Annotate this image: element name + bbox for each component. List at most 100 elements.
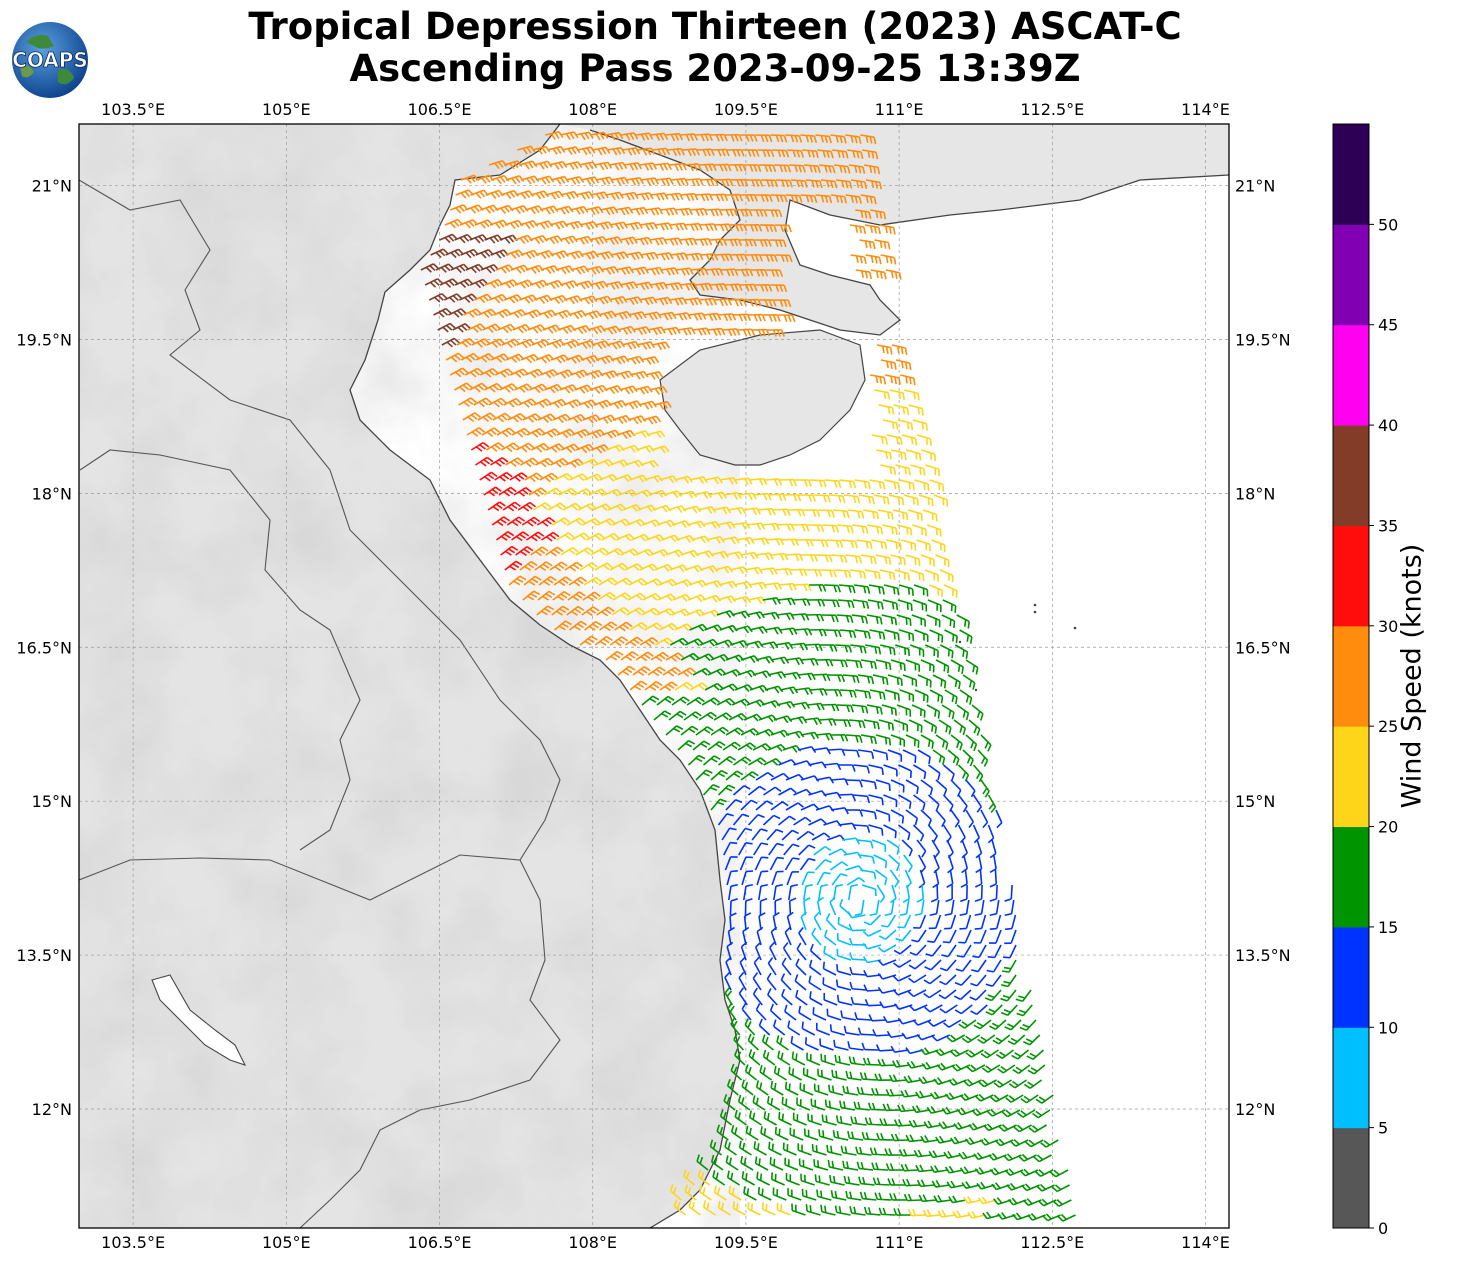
wind-barb [784, 1081, 799, 1096]
wind-barb [753, 492, 772, 501]
wind-barb [550, 458, 569, 468]
wind-barb [907, 509, 923, 521]
wind-barb [903, 1193, 922, 1202]
wind-barb [1025, 1139, 1044, 1148]
wind-barb [864, 569, 881, 580]
wind-barb [880, 254, 897, 265]
wind-barb [985, 1004, 1003, 1016]
wind-barb [819, 164, 836, 174]
wind-barb [855, 1146, 872, 1156]
wind-barb [745, 253, 763, 262]
wind-barb [590, 547, 609, 556]
wind-barb [695, 550, 714, 559]
wind-barb [818, 509, 835, 518]
wind-barb [770, 134, 788, 143]
wind-barb [726, 1078, 739, 1096]
wind-barb [710, 283, 728, 292]
wind-barb [778, 314, 796, 323]
wind-barb [909, 569, 925, 582]
wind-barb [783, 493, 802, 502]
wind-barb [575, 131, 594, 141]
wind-barb [858, 1176, 875, 1186]
wind-barb [860, 554, 877, 565]
wind-barb [935, 1135, 954, 1144]
wind-barb [807, 524, 825, 533]
wind-barb [645, 207, 664, 216]
wind-barb [748, 785, 766, 796]
wind-barb [835, 644, 853, 653]
wind-barb [862, 149, 879, 160]
wind-barb [627, 415, 647, 425]
wind-barb [654, 637, 674, 646]
wind-barb [651, 341, 671, 351]
wind-barb [879, 224, 896, 235]
wind-barb [594, 295, 613, 305]
wind-barb [888, 854, 900, 872]
island-dot [1073, 626, 1077, 630]
wind-barb [536, 516, 556, 527]
colorbar-bin [1333, 324, 1369, 426]
wind-barb [950, 659, 964, 674]
wind-barb [639, 636, 659, 647]
wind-barb [920, 554, 935, 567]
wind-barb [723, 841, 738, 856]
wind-barb [535, 457, 554, 468]
wind-barb [551, 517, 571, 526]
wind-barb [536, 605, 555, 616]
wind-barb [510, 204, 529, 215]
wind-barb [733, 756, 752, 766]
wind-barb [766, 972, 777, 991]
colorbar: 0 5 10 15 20 25 30 35 40 45 50 [1332, 123, 1398, 1238]
wind-barb [752, 972, 762, 991]
wind-barb [839, 629, 857, 639]
wind-barb [707, 741, 726, 751]
wind-barb [885, 1088, 904, 1097]
wind-barb [813, 911, 822, 931]
wind-barb [725, 799, 743, 811]
wind-barb [520, 353, 540, 364]
wind-barb [534, 294, 553, 304]
colorbar-tick-label: 0 [1378, 1219, 1388, 1238]
wind-barb [653, 710, 672, 721]
wind-barb [466, 427, 486, 437]
wind-barb [571, 532, 590, 541]
colorbar-bin [1333, 1027, 1369, 1129]
wind-barb [709, 1139, 722, 1156]
wind-barb [486, 338, 506, 348]
wind-barb [902, 674, 918, 687]
wind-barb [735, 208, 753, 217]
wind-barb [876, 884, 886, 903]
wind-barb [793, 760, 812, 767]
wind-barb [809, 584, 827, 592]
wind-barb [754, 941, 762, 961]
wind-barb [916, 839, 927, 858]
wind-barb [475, 456, 494, 467]
leizhou-land [560, 124, 1229, 335]
wind-barb [649, 385, 668, 395]
wind-barb [927, 599, 942, 613]
colorbar-bin [1333, 826, 1369, 928]
wind-barb [664, 237, 683, 246]
wind-barb [924, 1004, 943, 1013]
wind-barb [669, 1184, 682, 1201]
wind-barb [894, 569, 910, 581]
wind-barb [763, 582, 783, 591]
wind-barb [908, 404, 924, 416]
wind-barb [505, 457, 524, 468]
lat-tick-label-right: 13.5°N [1235, 946, 1291, 965]
wind-barb [987, 944, 1002, 959]
wind-barb [659, 475, 678, 484]
wind-barb [916, 434, 932, 446]
wind-barb [875, 659, 892, 671]
wind-barb [959, 899, 970, 917]
wind-barb [989, 869, 998, 888]
wind-barb [863, 1206, 881, 1216]
wind-barb [884, 479, 901, 491]
wind-barb [892, 989, 912, 996]
wind-barb [835, 1115, 852, 1126]
wind-barb [696, 1154, 709, 1171]
wind-barb [967, 1210, 986, 1219]
wind-barb [744, 298, 762, 307]
wind-barb [748, 757, 767, 766]
wind-barb [880, 644, 896, 656]
